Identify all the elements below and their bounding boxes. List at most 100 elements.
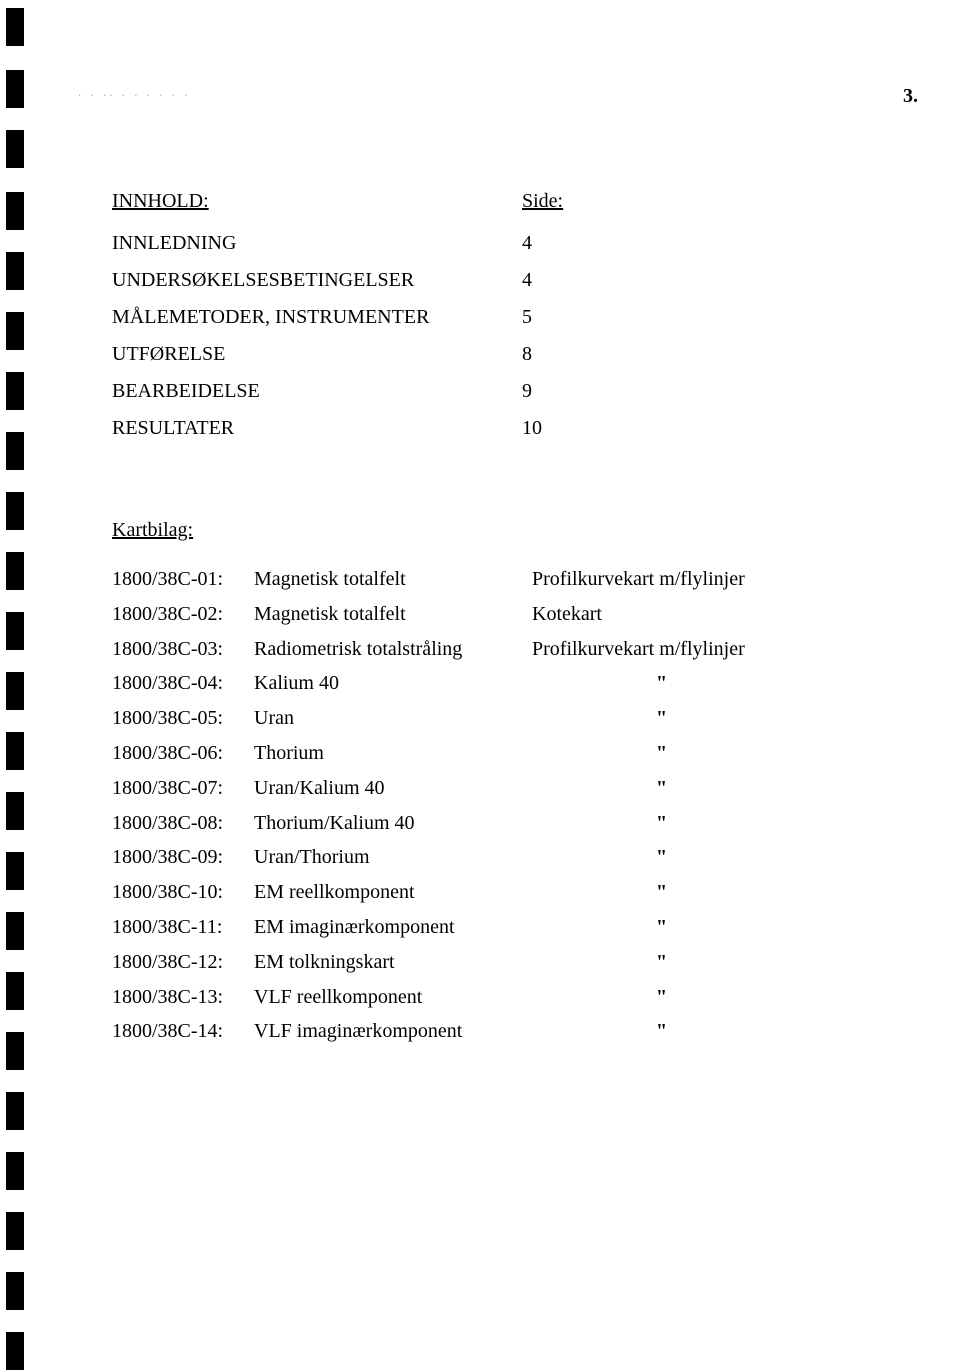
kartbilag-section: Kartbilag: 1800/38C-01:Magnetisk totalfe… xyxy=(112,519,892,1049)
ditto-mark: " xyxy=(532,840,792,875)
binding-hole xyxy=(6,1152,24,1190)
toc-item-page: 4 xyxy=(522,262,562,299)
binding-hole xyxy=(6,1332,24,1370)
kartbilag-rows: 1800/38C-01:Magnetisk totalfeltProfilkur… xyxy=(112,562,892,1049)
binding-hole xyxy=(6,912,24,950)
kartbilag-note: " xyxy=(532,1014,892,1049)
kartbilag-code: 1800/38C-06: xyxy=(112,736,254,771)
binding-hole xyxy=(6,672,24,710)
kartbilag-code: 1800/38C-12: xyxy=(112,945,254,980)
ditto-mark: " xyxy=(532,1014,792,1049)
kartbilag-code: 1800/38C-02: xyxy=(112,597,254,632)
toc-header: INNHOLD: Side: xyxy=(112,190,892,213)
toc-row: RESULTATER10 xyxy=(112,410,892,447)
toc-item-page: 10 xyxy=(522,410,562,447)
binding-holes xyxy=(6,0,26,1369)
binding-hole xyxy=(6,372,24,410)
kartbilag-code: 1800/38C-09: xyxy=(112,840,254,875)
kartbilag-row: 1800/38C-12:EM tolkningskart" xyxy=(112,945,892,980)
ditto-mark: " xyxy=(532,666,792,701)
toc-row: INNLEDNING4 xyxy=(112,225,892,262)
ditto-mark: " xyxy=(532,945,792,980)
kartbilag-row: 1800/38C-09:Uran/Thorium" xyxy=(112,840,892,875)
binding-hole xyxy=(6,432,24,470)
kartbilag-code: 1800/38C-13: xyxy=(112,980,254,1015)
kartbilag-row: 1800/38C-10:EM reellkomponent" xyxy=(112,875,892,910)
toc-item-page: 8 xyxy=(522,336,562,373)
kartbilag-code: 1800/38C-03: xyxy=(112,632,254,667)
kartbilag-row: 1800/38C-02:Magnetisk totalfeltKotekart xyxy=(112,597,892,632)
binding-hole xyxy=(6,70,24,108)
binding-hole xyxy=(6,612,24,650)
kartbilag-row: 1800/38C-07:Uran/Kalium 40" xyxy=(112,771,892,806)
toc-item-label: UNDERSØKELSESBETINGELSER xyxy=(112,262,522,299)
kartbilag-row: 1800/38C-06:Thorium" xyxy=(112,736,892,771)
binding-hole xyxy=(6,8,24,46)
binding-hole xyxy=(6,252,24,290)
kartbilag-note: Kotekart xyxy=(532,597,892,632)
toc-heading-page: Side: xyxy=(522,190,563,213)
ditto-mark: " xyxy=(532,771,792,806)
kartbilag-row: 1800/38C-08:Thorium/Kalium 40" xyxy=(112,806,892,841)
kartbilag-note: " xyxy=(532,840,892,875)
toc-row: MÅLEMETODER, INSTRUMENTER5 xyxy=(112,299,892,336)
kartbilag-code: 1800/38C-11: xyxy=(112,910,254,945)
toc-row: UNDERSØKELSESBETINGELSER4 xyxy=(112,262,892,299)
kartbilag-description: VLF reellkomponent xyxy=(254,980,532,1015)
kartbilag-code: 1800/38C-07: xyxy=(112,771,254,806)
faint-header-text: . . .. . . . . . . xyxy=(78,84,191,100)
toc-item-label: BEARBEIDELSE xyxy=(112,373,522,410)
binding-hole xyxy=(6,552,24,590)
table-of-contents: INNHOLD: Side: INNLEDNING4UNDERSØKELSESB… xyxy=(112,190,892,447)
page-content: INNHOLD: Side: INNLEDNING4UNDERSØKELSESB… xyxy=(112,190,892,1049)
binding-hole xyxy=(6,192,24,230)
page-number: 3. xyxy=(903,85,918,108)
kartbilag-note: " xyxy=(532,701,892,736)
kartbilag-description: Thorium/Kalium 40 xyxy=(254,806,532,841)
kartbilag-description: VLF imaginærkomponent xyxy=(254,1014,532,1049)
kartbilag-description: Thorium xyxy=(254,736,532,771)
toc-item-page: 4 xyxy=(522,225,562,262)
kartbilag-row: 1800/38C-04:Kalium 40" xyxy=(112,666,892,701)
toc-item-page: 5 xyxy=(522,299,562,336)
kartbilag-description: Uran xyxy=(254,701,532,736)
kartbilag-description: Uran/Thorium xyxy=(254,840,532,875)
binding-hole xyxy=(6,1092,24,1130)
toc-item-label: UTFØRELSE xyxy=(112,336,522,373)
binding-hole xyxy=(6,792,24,830)
kartbilag-code: 1800/38C-05: xyxy=(112,701,254,736)
binding-hole xyxy=(6,1212,24,1250)
kartbilag-code: 1800/38C-04: xyxy=(112,666,254,701)
kartbilag-description: EM tolkningskart xyxy=(254,945,532,980)
kartbilag-code: 1800/38C-01: xyxy=(112,562,254,597)
kartbilag-code: 1800/38C-08: xyxy=(112,806,254,841)
kartbilag-row: 1800/38C-05:Uran" xyxy=(112,701,892,736)
binding-hole xyxy=(6,312,24,350)
toc-rows: INNLEDNING4UNDERSØKELSESBETINGELSER4MÅLE… xyxy=(112,225,892,447)
kartbilag-heading: Kartbilag: xyxy=(112,519,892,542)
kartbilag-description: Magnetisk totalfelt xyxy=(254,597,532,632)
kartbilag-row: 1800/38C-01:Magnetisk totalfeltProfilkur… xyxy=(112,562,892,597)
binding-hole xyxy=(6,1272,24,1310)
toc-row: BEARBEIDELSE9 xyxy=(112,373,892,410)
kartbilag-note: " xyxy=(532,875,892,910)
kartbilag-description: Uran/Kalium 40 xyxy=(254,771,532,806)
ditto-mark: " xyxy=(532,736,792,771)
kartbilag-description: EM reellkomponent xyxy=(254,875,532,910)
kartbilag-note: Profilkurvekart m/flylinjer xyxy=(532,562,892,597)
kartbilag-description: Kalium 40 xyxy=(254,666,532,701)
ditto-mark: " xyxy=(532,701,792,736)
kartbilag-note: " xyxy=(532,945,892,980)
kartbilag-note: " xyxy=(532,980,892,1015)
kartbilag-note: " xyxy=(532,910,892,945)
binding-hole xyxy=(6,732,24,770)
kartbilag-row: 1800/38C-14:VLF imaginærkomponent" xyxy=(112,1014,892,1049)
ditto-mark: " xyxy=(532,980,792,1015)
toc-heading-label: INNHOLD: xyxy=(112,190,522,213)
toc-item-label: MÅLEMETODER, INSTRUMENTER xyxy=(112,299,522,336)
kartbilag-row: 1800/38C-03:Radiometrisk totalstrålingPr… xyxy=(112,632,892,667)
kartbilag-note: " xyxy=(532,771,892,806)
binding-hole xyxy=(6,972,24,1010)
toc-row: UTFØRELSE8 xyxy=(112,336,892,373)
kartbilag-code: 1800/38C-10: xyxy=(112,875,254,910)
